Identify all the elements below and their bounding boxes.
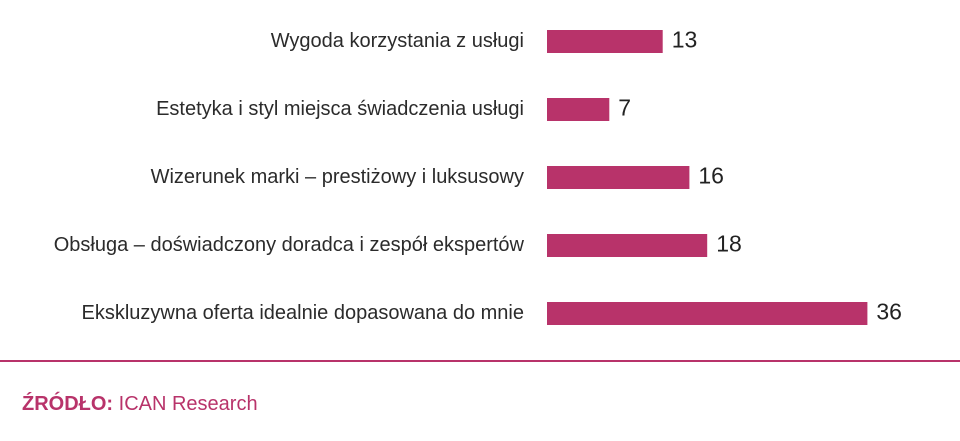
category-label: Obsługa – doświadczony doradca i zespół …	[54, 234, 525, 256]
bar	[547, 234, 708, 257]
category-label: Ekskluzywna oferta idealnie dopasowana d…	[82, 302, 525, 324]
bar-chart: Wygoda korzystania z usługi 13 Estetyka i …	[54, 27, 902, 325]
divider-line	[0, 360, 960, 362]
value-label: 7	[618, 95, 631, 121]
source-label: ŹRÓDŁO:	[22, 393, 114, 415]
bar	[547, 302, 868, 325]
category-label: Wygoda korzystania z usługi	[271, 30, 524, 52]
source-text: ICAN Research	[113, 393, 258, 415]
bar	[547, 166, 690, 189]
value-label: 13	[672, 27, 698, 53]
category-label: Estetyka i styl miejsca świadczenia usłu…	[156, 98, 524, 120]
source-note: ŹRÓDŁO: ICAN Research	[22, 393, 258, 416]
category-label: Wizerunek marki – prestiżowy i luksusowy	[151, 166, 524, 188]
value-label: 36	[876, 299, 902, 325]
value-label: 16	[698, 163, 724, 189]
value-label: 18	[716, 231, 742, 257]
bar	[547, 30, 663, 53]
bar	[547, 98, 610, 121]
